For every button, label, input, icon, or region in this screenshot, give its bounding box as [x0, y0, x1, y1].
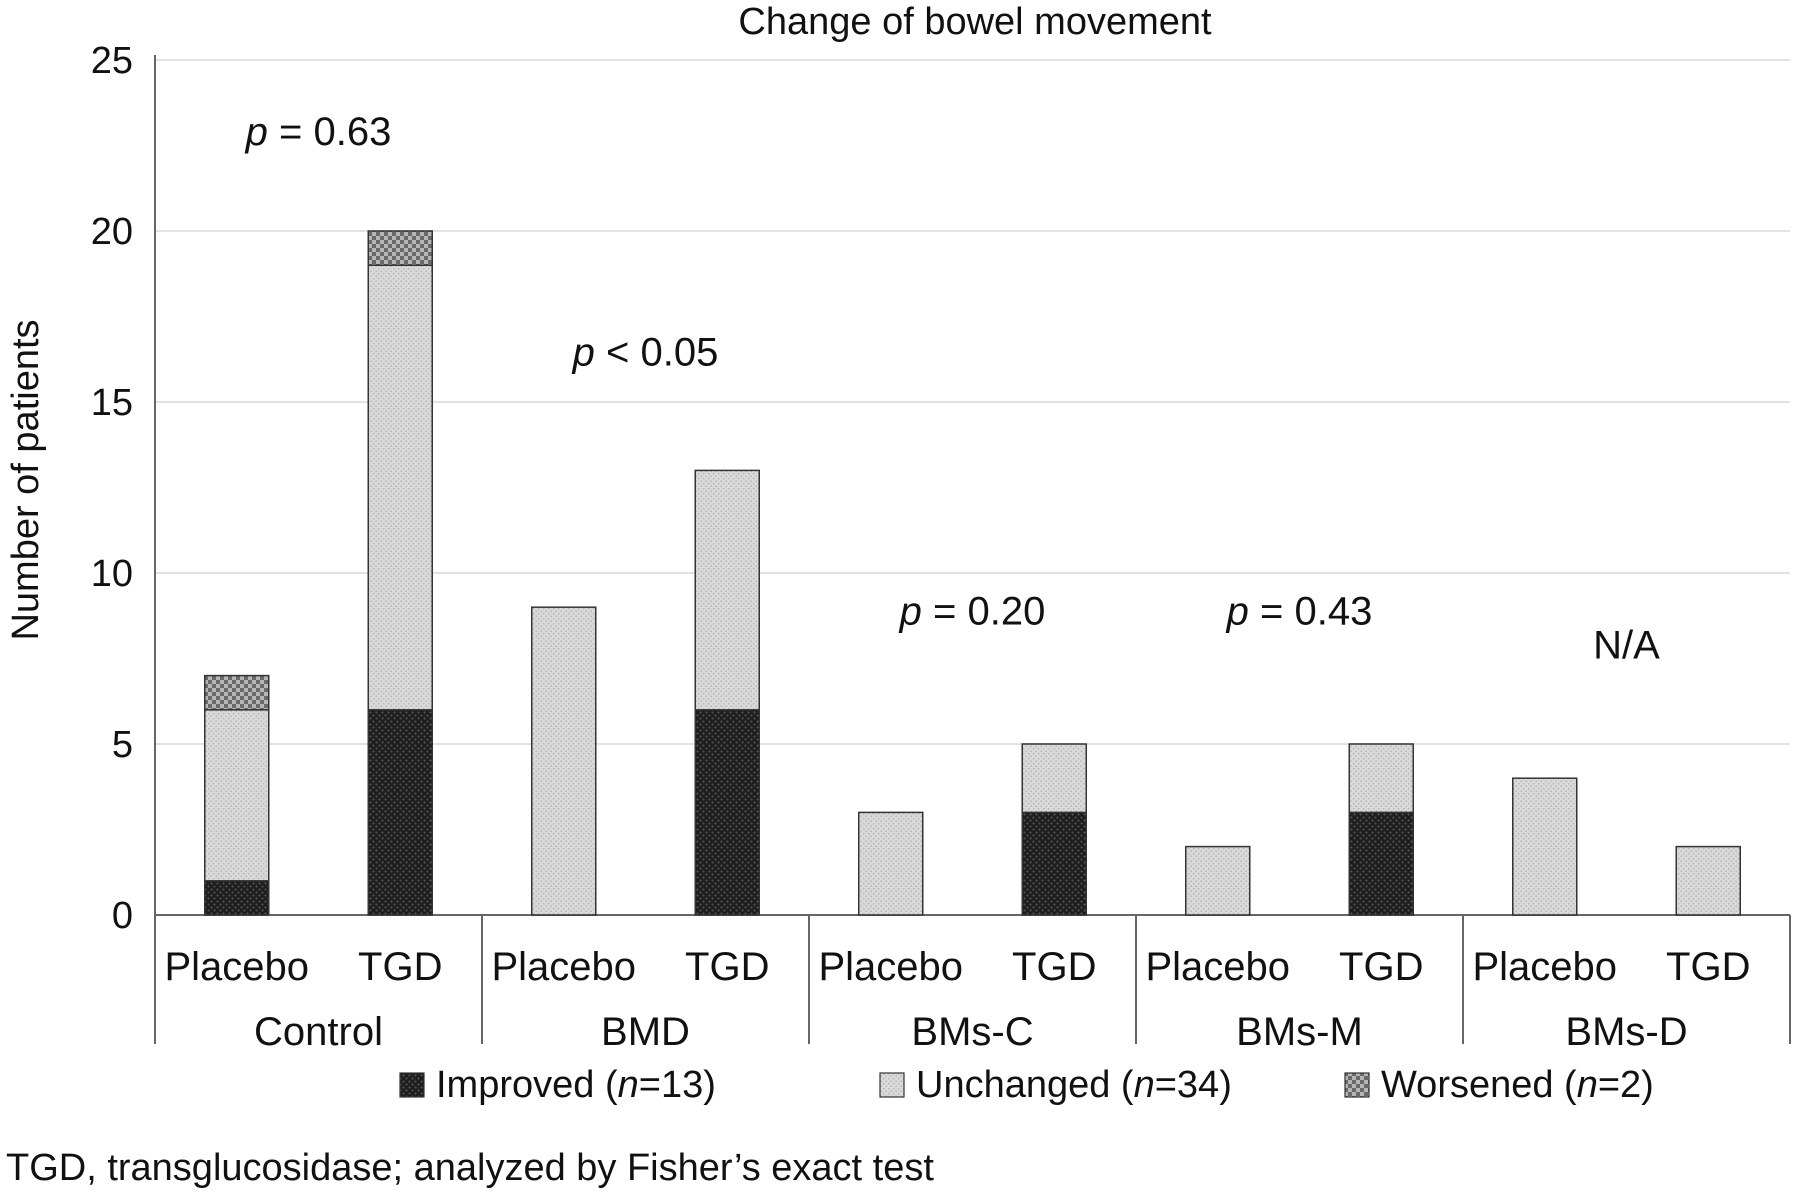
bar-segment-unchanged	[858, 811, 924, 916]
legend-label-improved: Improved (n=13)	[436, 1064, 716, 1106]
bar-segment-worsened	[204, 674, 270, 711]
x-sub-label: Placebo	[491, 945, 636, 989]
x-sub-label: Placebo	[1472, 945, 1617, 989]
bars	[204, 230, 1741, 916]
x-group-label: BMD	[601, 1010, 690, 1054]
legend-label-worsened: Worsened (n=2)	[1381, 1064, 1654, 1106]
legend-swatch-worsened	[1344, 1072, 1370, 1098]
x-group-label: Control	[254, 1010, 383, 1054]
y-axis-label: Number of patients	[5, 319, 47, 640]
bar-segment-unchanged	[204, 709, 270, 882]
bar-segment-improved	[367, 709, 433, 916]
legend-label-unchanged: Unchanged (n=34)	[916, 1064, 1232, 1106]
p-value-annotation: p = 0.43	[1226, 589, 1373, 633]
bar-segment-unchanged	[531, 606, 597, 916]
bar-segment-improved	[204, 880, 270, 916]
bar-segment-worsened	[367, 230, 433, 266]
legend-swatch-improved	[399, 1072, 425, 1098]
annotation-value: < 0.05	[595, 330, 718, 374]
p-value-annotation: p = 0.63	[245, 110, 392, 154]
annotation-value: = 0.63	[268, 110, 391, 154]
bar-segment-improved	[694, 709, 760, 916]
y-tick-label: 5	[112, 724, 133, 766]
x-sub-label: Placebo	[818, 945, 963, 989]
bar-segment-improved	[1348, 811, 1414, 916]
x-sub-label: TGD	[358, 945, 442, 989]
annotation-p: p	[1226, 589, 1249, 633]
annotation-value: N/A	[1593, 624, 1660, 668]
p-value-annotation: p = 0.20	[899, 589, 1046, 633]
p-value-annotation: N/A	[1593, 624, 1660, 668]
annotation-value: = 0.43	[1249, 589, 1372, 633]
bar-segment-unchanged	[1512, 777, 1578, 916]
x-group-label: BMs-C	[911, 1010, 1033, 1054]
x-sub-label: TGD	[1339, 945, 1423, 989]
y-tick-label: 20	[91, 211, 133, 253]
bar-segment-unchanged	[1021, 743, 1087, 814]
y-tick-label: 25	[91, 40, 133, 82]
x-group-label: BMs-M	[1236, 1010, 1363, 1054]
x-sub-label: TGD	[1666, 945, 1750, 989]
bar-segment-unchanged	[367, 264, 433, 711]
footnote: TGD, transglucosidase; analyzed by Fishe…	[6, 1147, 934, 1189]
bar-segment-unchanged	[694, 469, 760, 711]
annotation-value: = 0.20	[922, 589, 1045, 633]
x-sub-label: Placebo	[164, 945, 309, 989]
y-axis-ticks: 0 5 10 15 20 25	[91, 40, 133, 937]
y-tick-label: 0	[112, 895, 133, 937]
annotations: p = 0.63p < 0.05p = 0.20 p = 0.43N/A	[245, 110, 1661, 668]
p-value-annotation: p < 0.05	[572, 330, 719, 374]
bar-segment-unchanged	[1348, 743, 1414, 814]
chart-title: Change of bowel movement	[738, 1, 1212, 43]
bar-segment-unchanged	[1675, 845, 1741, 916]
annotation-p: p	[245, 110, 268, 154]
legend-swatch-unchanged	[879, 1072, 905, 1098]
x-group-label: BMs-D	[1565, 1010, 1687, 1054]
annotation-p: p	[899, 589, 922, 633]
x-sub-label: TGD	[685, 945, 769, 989]
annotation-p: p	[572, 330, 595, 374]
y-tick-label: 15	[91, 382, 133, 424]
x-sub-label: TGD	[1012, 945, 1096, 989]
y-tick-label: 10	[91, 553, 133, 595]
bar-segment-unchanged	[1185, 845, 1251, 916]
x-sub-label: Placebo	[1145, 945, 1290, 989]
x-axis-labels: Placebo TGD Control Placebo TGD BMD Placebo TGD…	[164, 945, 1750, 1054]
legend: Improved (n=13) Unchanged (n=34) Worsened …	[399, 1064, 1654, 1106]
bar-segment-improved	[1021, 811, 1087, 916]
